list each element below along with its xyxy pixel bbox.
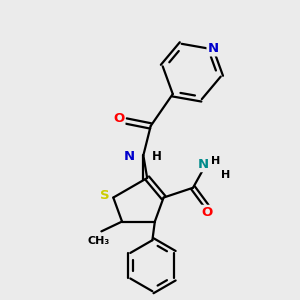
Text: O: O: [201, 206, 212, 219]
Text: H: H: [221, 169, 230, 179]
Text: CH₃: CH₃: [88, 236, 110, 246]
Text: N: N: [123, 150, 134, 163]
Text: N: N: [208, 42, 219, 56]
Text: S: S: [100, 189, 109, 202]
Text: O: O: [113, 112, 124, 125]
Text: H: H: [211, 156, 220, 166]
Text: H: H: [152, 150, 162, 163]
Text: N: N: [197, 158, 208, 171]
